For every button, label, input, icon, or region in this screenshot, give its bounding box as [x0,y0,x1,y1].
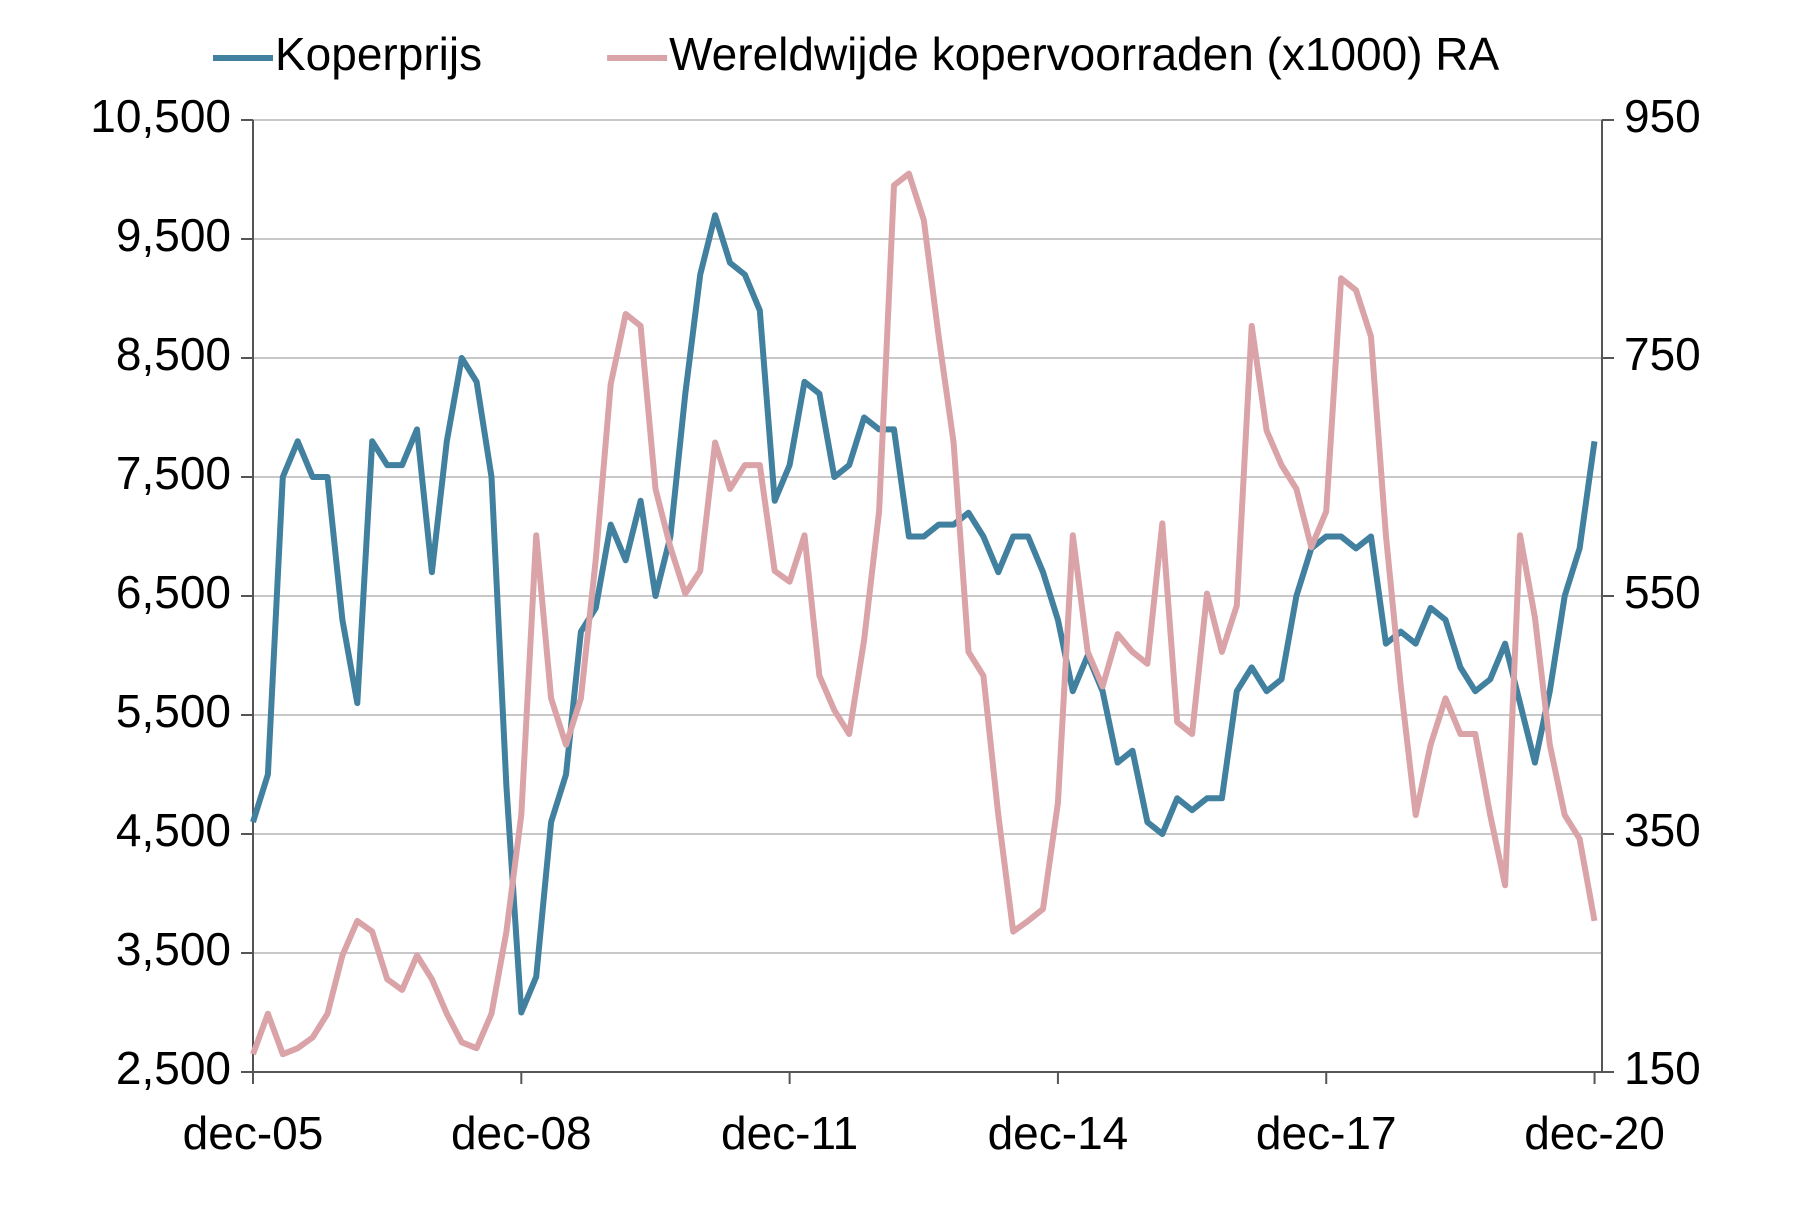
x-tick-label: dec-17 [1256,1107,1397,1159]
y2-tick-label: 350 [1624,804,1701,856]
x-tick-label: dec-05 [183,1107,324,1159]
y-tick-label: 10,500 [90,90,231,142]
y-tick-label: 3,500 [116,923,231,975]
y-tick-label: 5,500 [116,685,231,737]
y-tick-label: 2,500 [116,1042,231,1094]
y-tick-label: 6,500 [116,566,231,618]
y2-tick-label: 950 [1624,90,1701,142]
legend-label: Koperprijs [275,28,482,80]
y2-tick-label: 150 [1624,1042,1701,1094]
legend-label: Wereldwijde kopervoorraden (x1000) RA [669,28,1499,80]
y2-tick-label: 550 [1624,566,1701,618]
y2-tick-label: 750 [1624,328,1701,380]
y-tick-label: 9,500 [116,209,231,261]
x-tick-label: dec-14 [988,1107,1129,1159]
x-tick-label: dec-11 [721,1107,858,1159]
y-tick-label: 8,500 [116,328,231,380]
x-tick-label: dec-08 [451,1107,592,1159]
series-line [250,212,1598,1016]
y-tick-label: 7,500 [116,447,231,499]
series-line [250,170,1598,1058]
x-tick-label: dec-20 [1524,1107,1665,1159]
y-tick-label: 4,500 [116,804,231,856]
